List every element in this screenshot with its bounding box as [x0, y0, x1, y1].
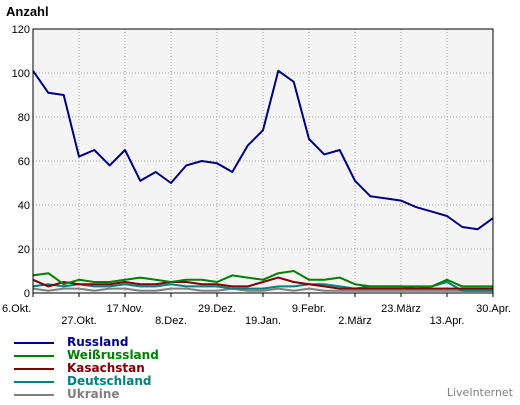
legend-item: Russland: [14, 336, 159, 349]
legend-label: Kasachstan: [67, 361, 145, 375]
y-tick-label: 40: [18, 200, 30, 212]
x-tick-label: 19.Jan.: [245, 315, 281, 327]
line-chart: Anzahl 0 20 40 60 80 100 120 6.Okt. 17.Nov. 29.D…: [2, 4, 511, 327]
legend-swatch: [14, 367, 54, 370]
plot-border: [32, 28, 494, 294]
x-tick-label: 13.Apr.: [430, 315, 465, 327]
x-tick-label: 9.Febr.: [292, 303, 326, 315]
x-tick-label: 29.Dez.: [198, 303, 236, 315]
legend-item: Weißrussland: [14, 349, 159, 362]
x-axis-ticks: 6.Okt. 17.Nov. 29.Dez. 9.Febr. 23.März 30.Apr…: [2, 293, 511, 327]
legend-label: Weißrussland: [67, 348, 159, 362]
legend-swatch: [14, 354, 54, 357]
legend-swatch: [14, 380, 54, 383]
x-tick-label: 8.Dez.: [155, 315, 187, 327]
x-tick-label: 30.Apr.: [476, 303, 511, 315]
legend-label: Ukraine: [67, 387, 120, 401]
series-lines: [32, 69, 494, 292]
series-line: [32, 69, 494, 231]
legend-swatch: [14, 341, 54, 344]
legend-label: Deutschland: [67, 374, 152, 388]
x-tick-label: 2.März: [338, 315, 372, 327]
legend: Russland Weißrussland Kasachstan Deutschlan…: [14, 336, 159, 401]
y-tick-label: 120: [12, 24, 30, 36]
legend-item: Ukraine: [14, 388, 159, 401]
y-tick-label: 100: [12, 68, 30, 80]
series-line: [32, 287, 493, 292]
y-tick-label: 80: [18, 112, 30, 124]
y-tick-label: 0: [24, 288, 30, 300]
legend-item: Kasachstan: [14, 362, 159, 375]
legend-item: Deutschland: [14, 375, 159, 388]
x-tick-label: 17.Nov.: [106, 303, 143, 315]
x-tick-label: 6.Okt.: [2, 303, 31, 315]
y-tick-label: 60: [18, 156, 30, 168]
series-line: [32, 276, 493, 290]
legend-label: Russland: [67, 335, 129, 349]
y-axis-title: Anzahl: [6, 4, 49, 19]
x-tick-label: 23.März: [381, 303, 421, 315]
legend-swatch: [14, 393, 54, 396]
credit-text: LiveInternet: [446, 386, 513, 399]
y-axis-ticks: 0 20 40 60 80 100 120: [12, 24, 30, 300]
series-line: [32, 270, 493, 288]
y-tick-label: 20: [18, 244, 30, 256]
gridlines: [33, 29, 493, 293]
x-tick-label: 27.Okt.: [61, 315, 96, 327]
